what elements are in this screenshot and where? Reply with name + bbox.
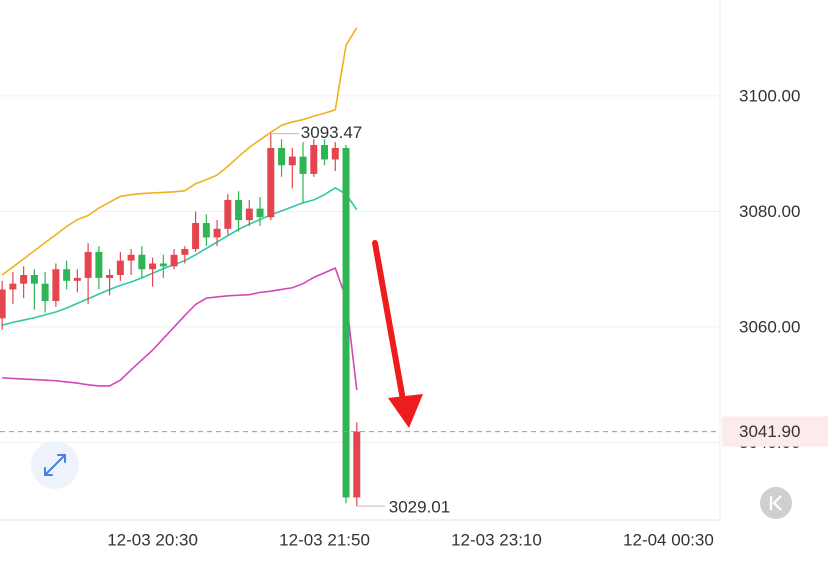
candle-body — [299, 156, 307, 174]
y-tick-label: 3100.00 — [739, 86, 800, 105]
candle-body — [170, 254, 178, 267]
candle-body — [9, 283, 17, 290]
max-label: 3093.47 — [301, 123, 362, 142]
x-tick-label: 12-04 00:30 — [623, 530, 714, 549]
candle-body — [95, 251, 103, 278]
candle-body — [353, 431, 361, 498]
x-tick-label: 12-03 23:10 — [451, 530, 542, 549]
candle-body — [321, 145, 329, 160]
candle-body — [256, 208, 264, 218]
candle-body — [192, 223, 200, 250]
y-tick-label: 3060.00 — [739, 318, 800, 337]
scroll-to-latest-button[interactable] — [760, 487, 792, 519]
candle-body — [202, 223, 210, 238]
candle-body — [159, 263, 167, 267]
grid — [0, 95, 720, 444]
candle-body — [106, 275, 114, 278]
candle-body — [63, 269, 71, 281]
candle-body — [331, 147, 339, 160]
y-tick-label: 3080.00 — [739, 202, 800, 221]
x-tick-label: 12-03 20:30 — [107, 530, 198, 549]
expand-button[interactable] — [31, 441, 79, 489]
candle-body — [181, 249, 189, 255]
band-line — [1, 186, 358, 327]
plot-area — [0, 27, 720, 507]
candle-body — [213, 228, 221, 238]
band-line — [1, 27, 358, 276]
red-arrow — [372, 240, 423, 428]
candle-body — [224, 199, 232, 229]
candle-body — [30, 275, 38, 284]
candle-body — [20, 275, 28, 284]
candle-body — [245, 208, 253, 221]
candle-body — [127, 254, 135, 261]
candle-body — [0, 289, 6, 319]
candle-body — [278, 147, 286, 166]
x-tick-label: 12-03 21:50 — [279, 530, 370, 549]
candle-body — [84, 251, 92, 278]
candle-body — [41, 283, 49, 302]
candle-body — [267, 147, 275, 218]
candle-body — [73, 277, 81, 281]
min-label: 3029.01 — [389, 498, 450, 517]
band-line — [2, 267, 358, 391]
current-price-label: 3041.90 — [739, 422, 800, 441]
candle-body — [288, 156, 296, 166]
candle-body — [310, 145, 318, 174]
current-price-box — [722, 416, 828, 447]
candle-body — [138, 254, 146, 270]
candle-body — [342, 147, 350, 498]
candle-body — [116, 260, 124, 276]
candle-body — [149, 263, 157, 270]
candle-body — [52, 269, 60, 302]
candle-body — [235, 199, 243, 221]
